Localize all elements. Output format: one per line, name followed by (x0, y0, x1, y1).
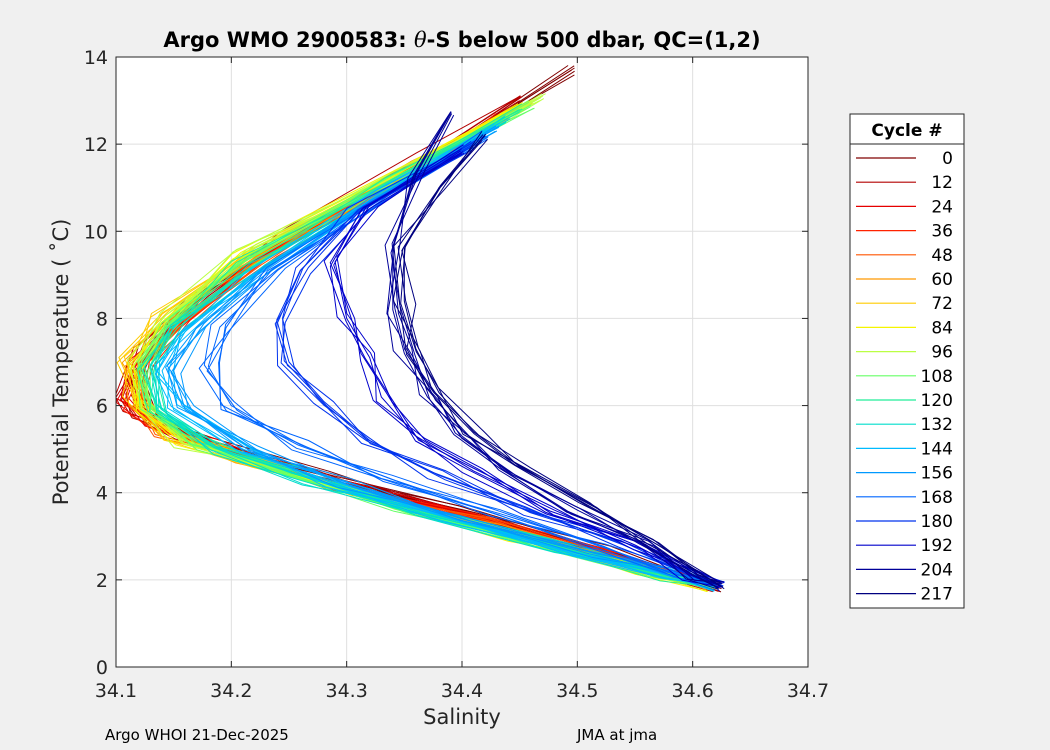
legend-entries: 0 12 24 36 48 60 72 84 96 108 120 132 144 156 168 180 19… (856, 149, 953, 605)
legend-label-0: 0 (942, 149, 953, 169)
legend-label-96: 96 (931, 343, 953, 363)
chart-title: Argo WMO 2900583: θ-S below 500 dbar, QC… (163, 28, 760, 52)
y-tick-label: 10 (84, 221, 108, 243)
series-line-cycle-217-profile (400, 134, 724, 588)
legend-box (849, 113, 965, 609)
legend-label-120: 120 (921, 391, 953, 411)
legend-label-84: 84 (931, 318, 953, 338)
legend-label-48: 48 (931, 246, 953, 266)
legend-label-72: 72 (931, 294, 953, 314)
legend-label-144: 144 (921, 439, 953, 459)
footer-left: Argo WHOI 21-Dec-2025 (105, 726, 289, 744)
legend-label-204: 204 (921, 560, 953, 580)
legend-title: Cycle # (871, 121, 942, 141)
axis-ticks (115, 56, 809, 668)
legend-label-217: 217 (921, 585, 953, 605)
x-tick-label: 34.6 (672, 680, 714, 702)
series-line-cycle-204-profile (391, 114, 719, 590)
x-axis-label: Salinity (423, 705, 501, 729)
series-lines (116, 65, 725, 593)
y-tick-label: 14 (84, 47, 108, 69)
legend: Cycle # 0 12 24 36 48 60 72 84 96 108 120 132 144 156… (849, 113, 965, 609)
legend-label-180: 180 (921, 512, 953, 532)
y-tick-labels: 0 2 4 6 8 10 12 14 (84, 47, 108, 679)
legend-label-156: 156 (921, 464, 953, 484)
series-line-cycle-168-profile (198, 130, 719, 582)
y-tick-label: 4 (96, 483, 108, 505)
x-tick-label: 34.1 (95, 680, 137, 702)
y-axis-label: Potential Temperature ( ˚C) (49, 219, 73, 506)
y-tick-label: 12 (84, 134, 108, 156)
series-line-cycle-132-profile (157, 115, 717, 584)
y-tick-label: 0 (96, 657, 108, 679)
legend-label-168: 168 (921, 488, 953, 508)
x-tick-labels: 34.1 34.2 34.3 34.4 34.5 34.6 34.7 (95, 680, 829, 702)
y-tick-label: 2 (96, 570, 108, 592)
legend-label-36: 36 (931, 222, 953, 242)
x-tick-label: 34.3 (326, 680, 368, 702)
x-tick-label: 34.5 (556, 680, 598, 702)
x-tick-label: 34.4 (441, 680, 483, 702)
legend-label-24: 24 (931, 197, 953, 217)
series-line-cycle-168-profile (206, 135, 718, 586)
series-line-cycle-192-profile (329, 151, 723, 588)
series-line-cycle-180-profile (276, 148, 721, 584)
series-line-cycle-192-profile (323, 152, 725, 584)
legend-label-132: 132 (921, 415, 953, 435)
series-line-cycle-144-profile (166, 126, 713, 585)
legend-label-60: 60 (931, 270, 953, 290)
legend-label-108: 108 (921, 367, 953, 387)
theta-symbol: θ (414, 28, 427, 52)
series-line-cycle-204-profile (384, 113, 724, 583)
footer-right: JMA at jma (576, 726, 657, 744)
y-tick-label: 6 (96, 396, 108, 418)
legend-label-192: 192 (921, 536, 953, 556)
x-tick-label: 34.2 (210, 680, 252, 702)
series-line-cycle-217-profile (401, 131, 723, 584)
x-tick-label: 34.7 (787, 680, 829, 702)
y-tick-label: 8 (96, 308, 108, 330)
series-line-cycle-204-profile (387, 111, 723, 588)
legend-label-12: 12 (931, 173, 953, 193)
series-line-cycle-217-profile (397, 140, 725, 590)
